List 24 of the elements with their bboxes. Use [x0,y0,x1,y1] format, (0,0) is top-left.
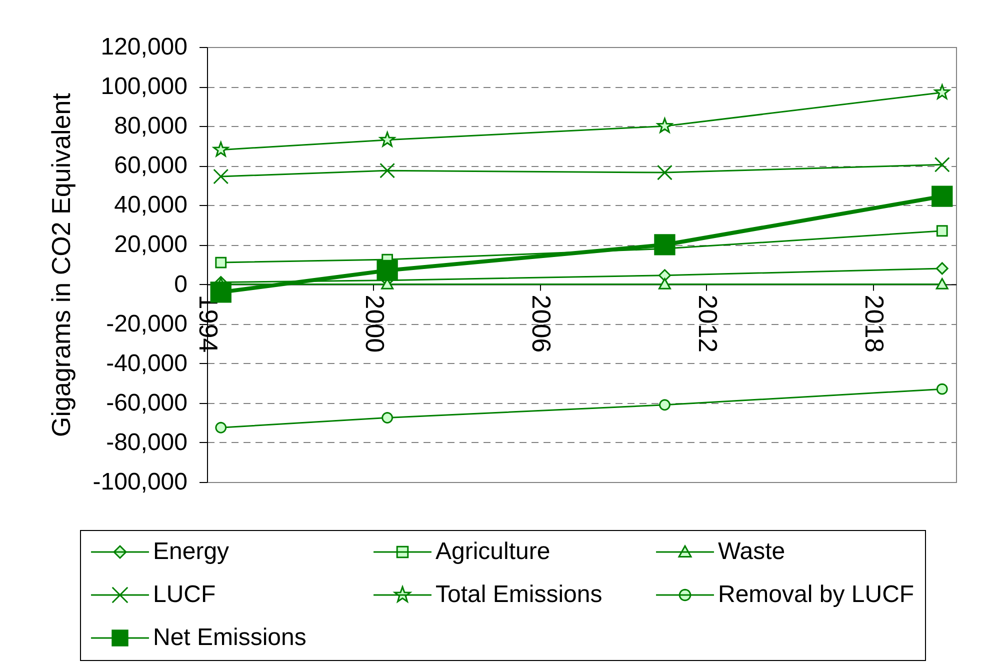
x-tick-label: 2000 [360,294,390,353]
y-tick-label: -20,000 [106,310,188,338]
legend-label: Removal by LUCF [718,581,914,608]
legend-label: Waste [718,538,786,565]
y-tick-label: -100,000 [92,468,188,496]
legend-label: LUCF [153,581,216,608]
y-tick-label: 120,000 [100,34,188,60]
y-tick-label: -60,000 [106,389,188,416]
y-tick-label: 60,000 [114,152,188,180]
y-tick-label: 20,000 [114,231,188,258]
y-tick-label: -40,000 [106,350,188,377]
legend-label: Energy [153,538,230,565]
y-tick-label: 80,000 [114,112,188,140]
x-tick-label: 2012 [692,294,723,353]
legend-label: Agriculture [436,538,550,565]
y-tick-label: 0 [174,270,188,298]
y-tick-label: 100,000 [100,73,188,100]
y-tick-label: -80,000 [106,428,188,456]
x-tick-label: 2018 [859,294,890,353]
legend-label: Total Emissions [436,581,602,608]
y-axis-title: Gigagrams in CO2 Equivalent [46,92,76,437]
x-tick-label: 2006 [526,294,556,353]
y-tick-label: 40,000 [114,192,188,219]
legend-label: Net Emissions [153,624,306,651]
